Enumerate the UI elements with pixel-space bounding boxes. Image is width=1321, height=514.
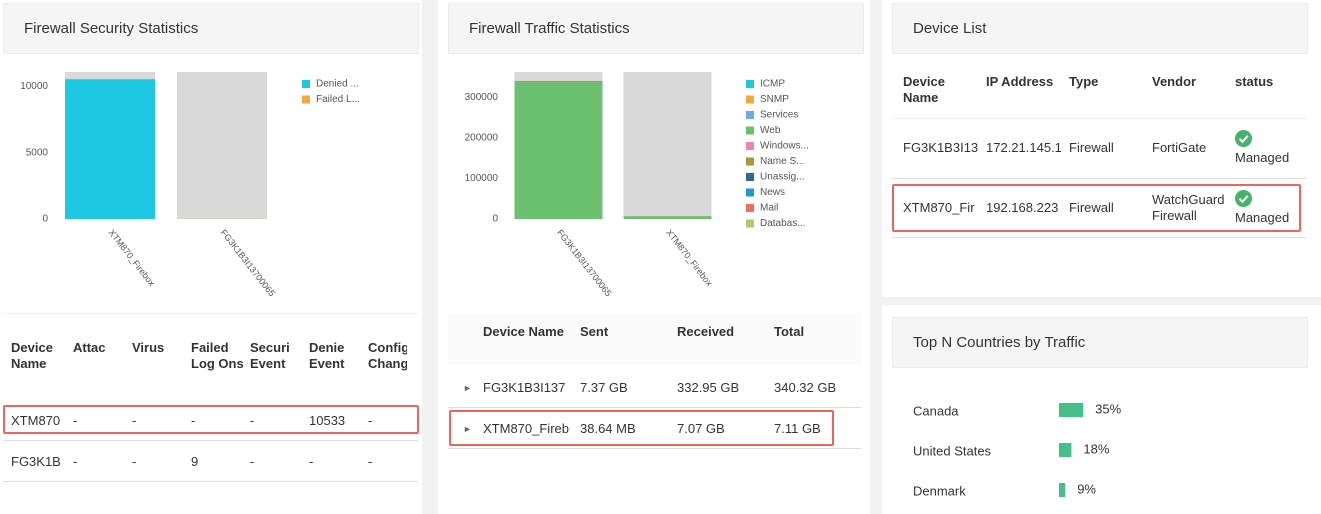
- divider: [3, 313, 418, 314]
- table-cell: FG3K1B: [11, 454, 61, 469]
- table-cell: -: [132, 413, 137, 428]
- column-header: Type: [1069, 74, 1099, 89]
- column-header: Received: [677, 324, 735, 339]
- table-cell: XTM870_Fireb: [483, 421, 569, 436]
- table-cell: FortiGate: [1152, 140, 1207, 155]
- table-cell: 7.11 GB: [774, 421, 821, 436]
- highlight: [3, 405, 419, 434]
- table-cell: -: [309, 454, 314, 469]
- table-cell: -: [132, 454, 137, 469]
- column-header: Config Chang: [368, 340, 407, 371]
- expand-icon[interactable]: ►: [463, 424, 472, 434]
- panel-title: Top N Countries by Traffic: [892, 317, 1308, 368]
- table-cell: 38.64 MB: [580, 421, 636, 436]
- table-cell: FG3K1B3I13: [903, 140, 979, 155]
- expand-icon[interactable]: ►: [463, 383, 472, 393]
- divider: [892, 237, 1306, 238]
- status-icon: [1235, 130, 1252, 147]
- column-header: Virus: [132, 340, 165, 355]
- table-cell: Firewall: [1069, 200, 1114, 215]
- table-cell: Managed: [1235, 210, 1290, 225]
- column-header: Device Name: [11, 340, 53, 371]
- table-header-bg: [448, 313, 861, 365]
- column-header: Device Name: [483, 324, 564, 339]
- table-cell: -: [73, 413, 78, 428]
- column-header: Sent: [580, 324, 609, 339]
- table-cell: Managed: [1235, 150, 1290, 165]
- table-cell: -: [250, 413, 255, 428]
- divider: [448, 407, 861, 408]
- column-header: status: [1235, 74, 1274, 89]
- panel-title: Firewall Traffic Statistics: [448, 3, 864, 54]
- table-cell: 172.21.145.1: [986, 140, 1062, 155]
- table-cell: -: [250, 454, 255, 469]
- highlight: [892, 184, 1301, 232]
- table-cell: -: [368, 454, 373, 469]
- column-header: Failed Log Ons: [191, 340, 244, 371]
- divider: [448, 448, 861, 449]
- table-cell: Firewall: [1069, 140, 1114, 155]
- column-header: IP Address: [986, 74, 1054, 89]
- divider: [892, 178, 1306, 179]
- highlight: [449, 410, 834, 446]
- column-header: Attac: [73, 340, 106, 355]
- table-cell: -: [191, 413, 196, 428]
- column-header: Total: [774, 324, 805, 339]
- table-cell: 7.37 GB: [580, 380, 628, 395]
- column-header: Device Name: [903, 74, 945, 105]
- table-cell: 340.32 GB: [774, 380, 837, 395]
- table-cell: 7.07 GB: [677, 421, 725, 436]
- table-cell: -: [368, 413, 373, 428]
- divider: [3, 481, 418, 482]
- panel-title: Device List: [892, 3, 1308, 54]
- table-cell: WatchGuard Firewall: [1152, 192, 1225, 223]
- divider: [892, 118, 1306, 119]
- table-cell: FG3K1B3I137: [483, 380, 566, 395]
- table-cell: XTM870_Fir: [903, 200, 975, 215]
- divider: [3, 440, 418, 441]
- column-header: Denie Event: [309, 340, 345, 371]
- table-cell: 192.168.223: [986, 200, 1059, 215]
- panel-title: Firewall Security Statistics: [3, 3, 419, 54]
- column-header: Vendor: [1152, 74, 1197, 89]
- table-cell: 332.95 GB: [677, 380, 740, 395]
- column-header: Securi Event: [250, 340, 290, 371]
- status-icon: [1235, 190, 1252, 207]
- table-cell: 10533: [309, 413, 346, 428]
- table-cell: XTM870: [11, 413, 61, 428]
- table-cell: 9: [191, 454, 199, 469]
- table-cell: -: [73, 454, 78, 469]
